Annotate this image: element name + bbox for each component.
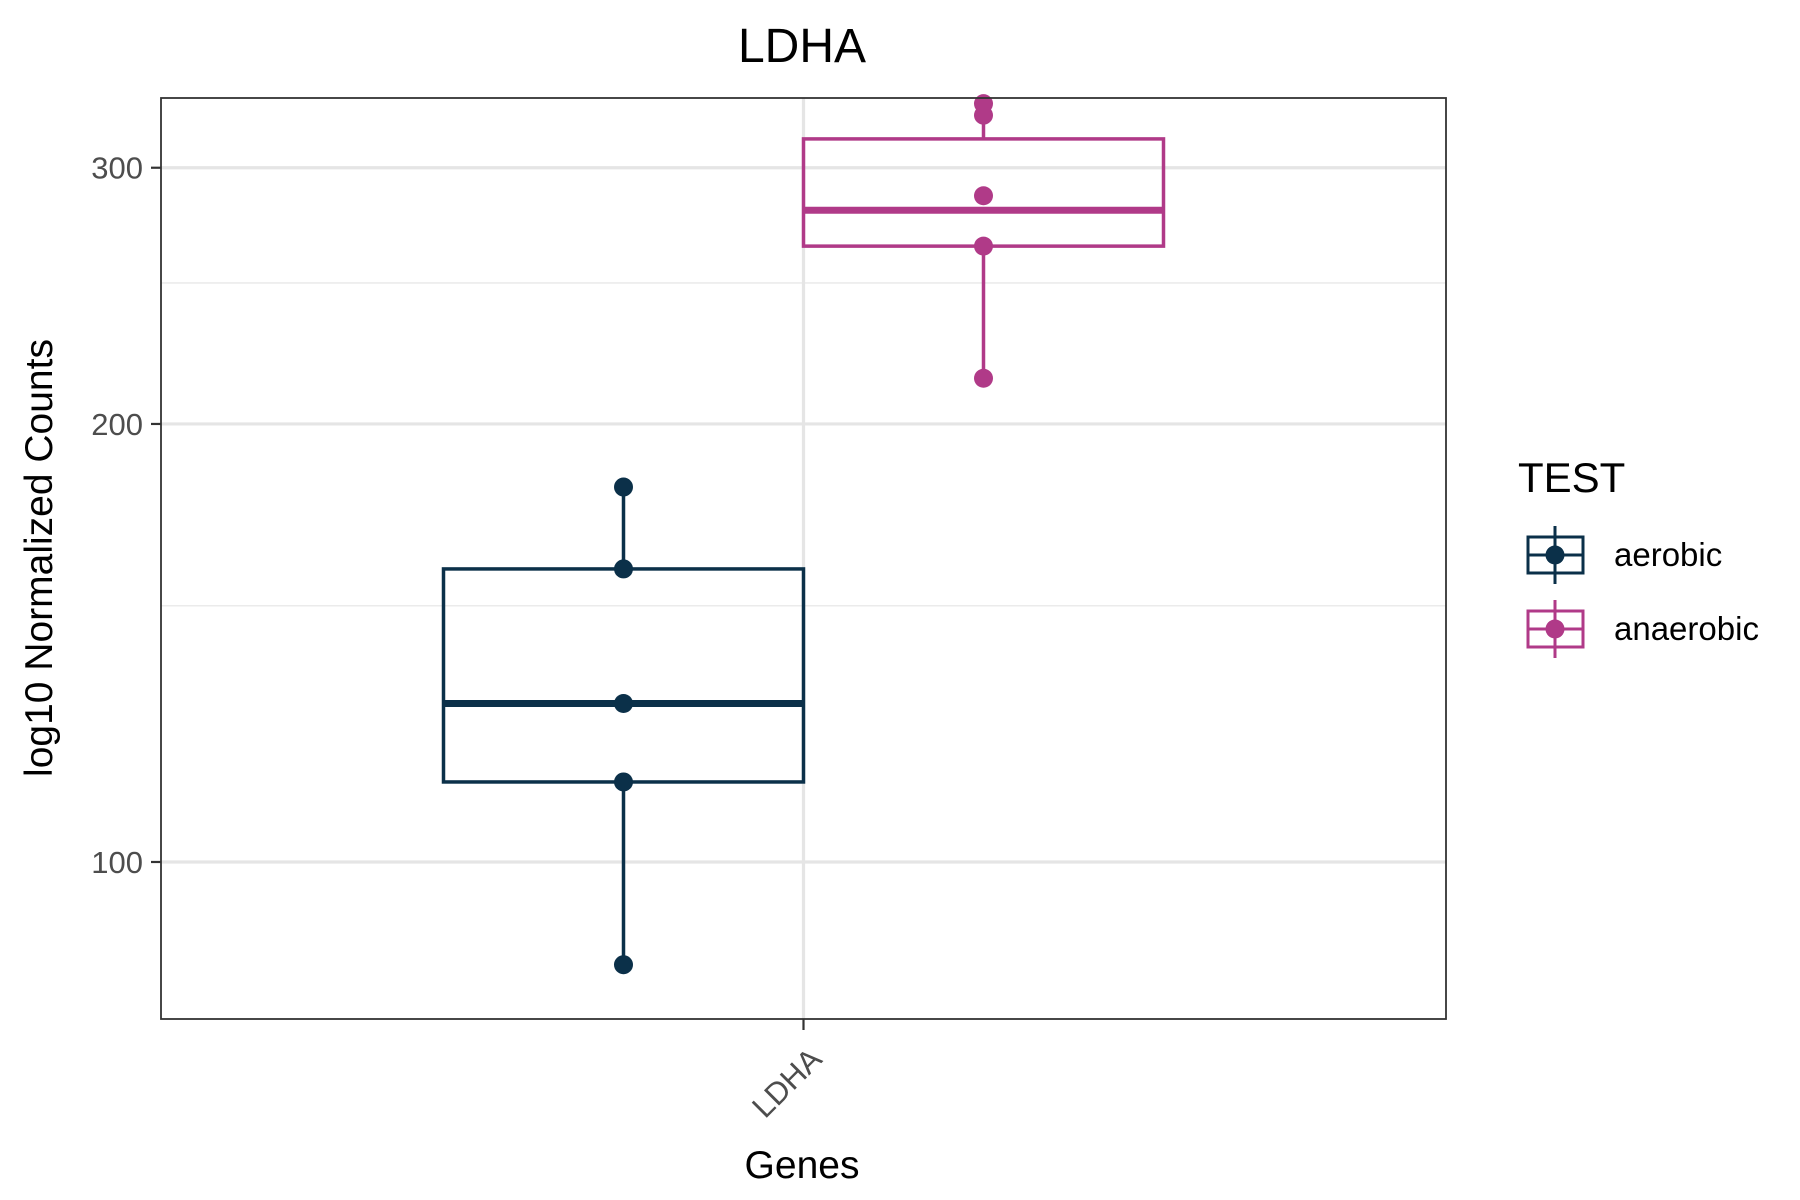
legend: TEST aerobic anaerobic: [1518, 454, 1759, 658]
data-point: [614, 694, 633, 714]
legend-label: aerobic: [1614, 536, 1722, 573]
data-point: [974, 186, 993, 206]
legend-item-anaerobic: anaerobic: [1526, 600, 1759, 658]
data-point: [614, 559, 633, 579]
legend-title: TEST: [1518, 454, 1625, 501]
data-point: [974, 94, 993, 114]
chart-title: LDHA: [738, 20, 866, 73]
data-point: [614, 477, 633, 497]
major-gridlines: [161, 98, 1446, 1019]
y-tick-label: 300: [91, 151, 143, 186]
plot-panel: [160, 94, 1447, 1020]
legend-item-aerobic: aerobic: [1526, 526, 1722, 584]
data-point: [614, 772, 633, 792]
series-anaerobic: [801, 94, 1166, 388]
legend-key-point: [1545, 545, 1565, 565]
legend-label: anaerobic: [1614, 610, 1759, 647]
data-point: [974, 368, 993, 388]
x-axis-title: Genes: [745, 1144, 860, 1187]
y-axis: 100 200 300: [91, 151, 161, 880]
data-point: [974, 236, 993, 256]
data-point: [614, 955, 633, 975]
legend-items: aerobic anaerobic: [1526, 526, 1759, 658]
series-aerobic: [441, 477, 806, 975]
legend-key-point: [1545, 619, 1565, 639]
y-axis-title: log10 Normalized Counts: [18, 339, 61, 777]
series-layer: [441, 94, 1166, 975]
y-tick-label: 100: [91, 845, 143, 880]
y-tick-label: 200: [91, 407, 143, 442]
